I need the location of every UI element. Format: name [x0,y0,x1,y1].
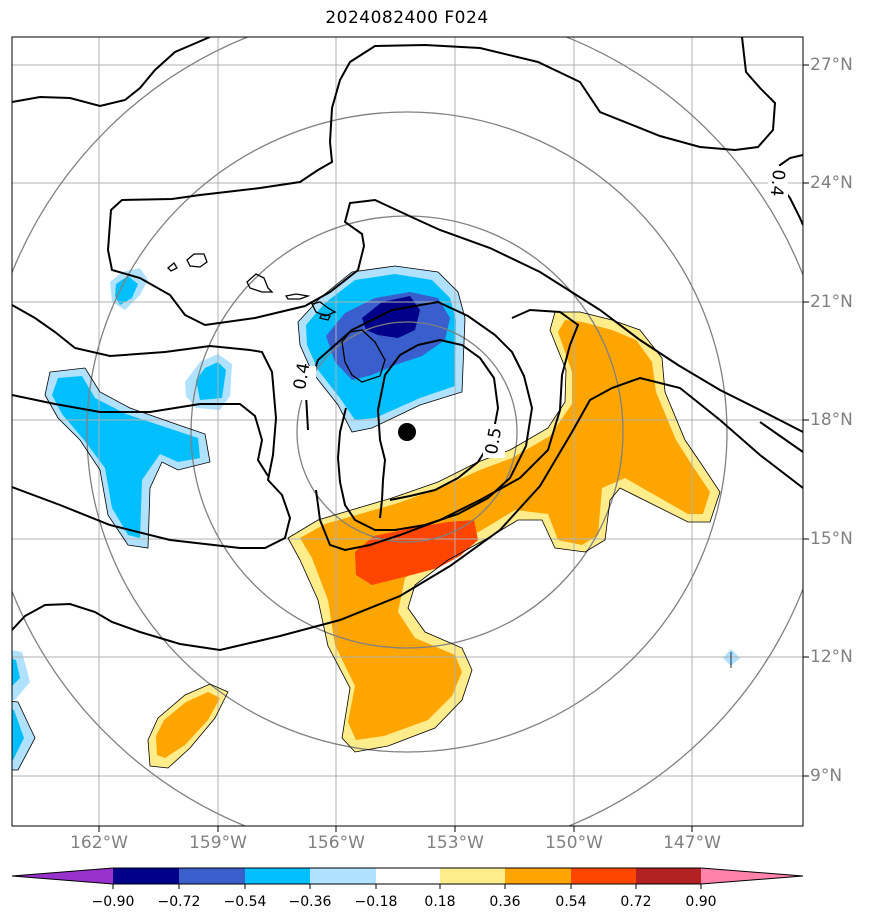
shading-outlines [12,265,732,771]
colorbar-label: −0.72 [157,894,201,910]
range-rings [12,37,803,826]
lat-label: 12°N [810,647,853,667]
lat-label: 27°N [810,55,853,75]
colorbar-label: 0.72 [620,894,652,910]
colorbar [11,867,804,885]
contour-lines [12,37,803,652]
contour-label-east: 0.5 [482,426,506,456]
colorbar-label: 0.54 [555,894,587,910]
lon-label: 159°W [189,833,247,853]
storm-center-marker [398,423,416,441]
colorbar-label: −0.18 [354,894,398,910]
map-frame [11,36,804,827]
colorbar-swatch [310,868,376,884]
colorbar-under-arrow [12,868,113,884]
colorbar-label: −0.36 [288,894,332,910]
coastlines [167,253,386,383]
colorbar-swatch [636,868,701,884]
lat-label: 18°N [810,410,853,430]
lat-label: 9°N [810,766,843,786]
map-area: 0.4 0.5 0.4 [12,37,803,826]
colorbar-over-arrow [701,868,803,884]
lon-label: 162°W [70,833,128,853]
colorbar-swatch [505,868,571,884]
colorbar-swatch [376,868,440,884]
lon-label: 150°W [545,833,603,853]
lon-label: 156°W [307,833,365,853]
contour-label-west: 0.4 [290,361,314,391]
map-gridlines [12,37,803,826]
colorbar-swatch [113,868,179,884]
lat-label: 21°N [810,292,853,312]
positive-anomaly-shading [148,312,720,768]
lon-label: 147°W [663,833,721,853]
colorbar-swatch [440,868,505,884]
colorbar-swatch [571,868,636,884]
colorbar-ticks [112,884,702,889]
colorbar-label: 0.36 [489,894,521,910]
colorbar-label: −0.54 [223,894,267,910]
colorbar-label: 0.90 [685,894,717,910]
lat-label: 24°N [810,173,853,193]
map-title: 2024082400 F024 [325,8,489,28]
colorbar-swatch [179,868,245,884]
colorbar-label: 0.18 [424,894,456,910]
colorbar-label: −0.90 [91,894,135,910]
contour-label-northeast: 0.4 [766,169,788,198]
lat-label: 15°N [810,529,853,549]
colorbar-swatch [245,868,310,884]
lon-label: 153°W [426,833,484,853]
contour-label-group: 0.4 0.5 0.4 [290,166,788,458]
axis-ticks [98,64,809,832]
